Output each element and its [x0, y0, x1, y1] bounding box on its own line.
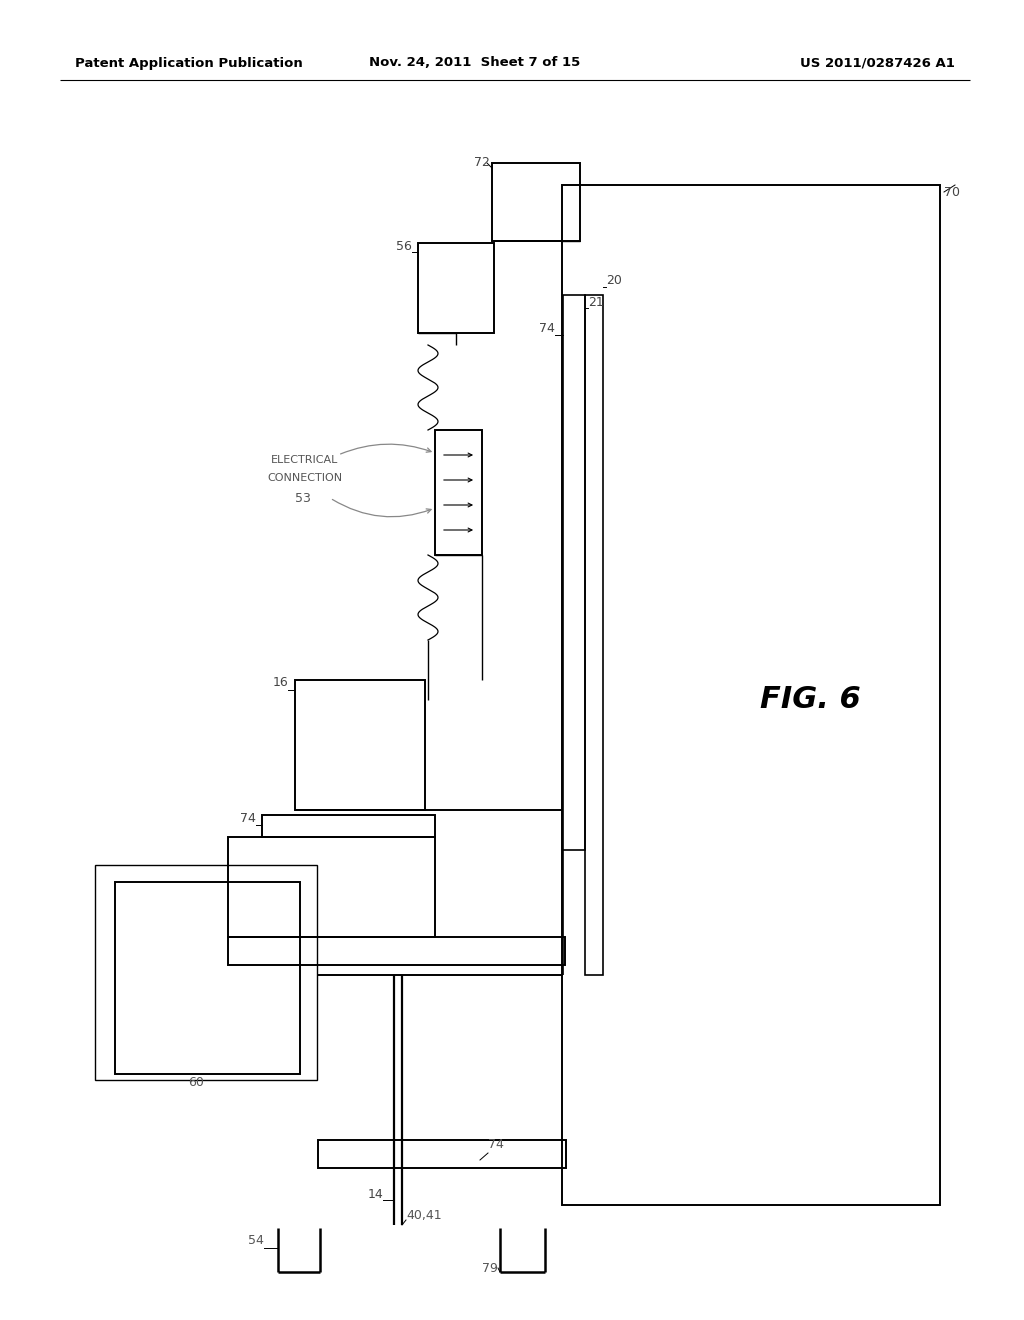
Bar — [492, 162, 580, 242]
Bar — [228, 837, 435, 937]
Text: US 2011/0287426 A1: US 2011/0287426 A1 — [800, 57, 955, 70]
Text: 53: 53 — [295, 491, 311, 504]
Bar — [418, 243, 494, 333]
Bar — [585, 294, 603, 975]
Text: FIG. 6: FIG. 6 — [760, 685, 860, 714]
Bar — [295, 680, 425, 810]
Bar — [318, 1140, 566, 1168]
Text: 21: 21 — [588, 296, 604, 309]
Text: 70: 70 — [944, 186, 961, 198]
Text: 14: 14 — [368, 1188, 383, 1201]
Text: 79: 79 — [482, 1262, 498, 1275]
Bar — [115, 882, 300, 1074]
Bar — [262, 814, 435, 837]
Bar — [435, 430, 482, 554]
Bar — [228, 937, 565, 965]
Text: 72: 72 — [474, 157, 490, 169]
Text: CONNECTION: CONNECTION — [267, 473, 343, 483]
Bar — [95, 865, 317, 1080]
Text: 74: 74 — [240, 812, 256, 825]
Text: 74: 74 — [488, 1138, 504, 1151]
Text: 74: 74 — [539, 322, 555, 334]
Text: ELECTRICAL: ELECTRICAL — [271, 455, 339, 465]
Text: 16: 16 — [272, 676, 288, 689]
Bar — [563, 294, 585, 850]
Text: 54: 54 — [248, 1233, 264, 1246]
Text: Patent Application Publication: Patent Application Publication — [75, 57, 303, 70]
Bar — [562, 185, 940, 1205]
Text: Nov. 24, 2011  Sheet 7 of 15: Nov. 24, 2011 Sheet 7 of 15 — [370, 57, 581, 70]
Text: 60: 60 — [188, 1076, 204, 1089]
Text: 20: 20 — [606, 273, 622, 286]
Text: 56: 56 — [396, 239, 412, 252]
Text: 40,41: 40,41 — [406, 1209, 441, 1221]
